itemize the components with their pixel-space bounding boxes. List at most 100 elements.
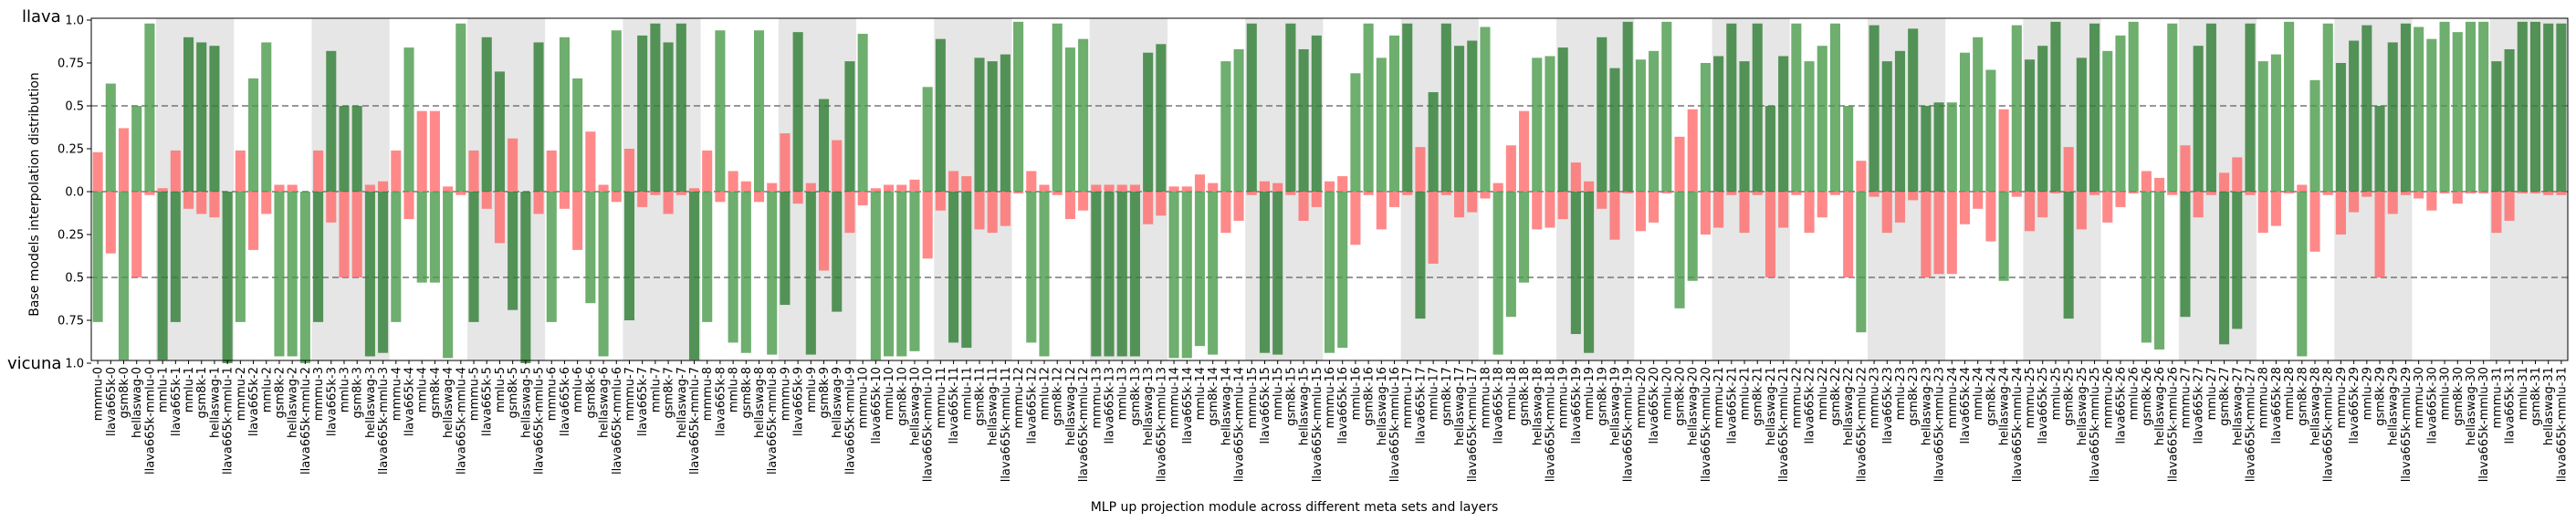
x-ticks: mmmu-0 llava665k-0 gsm8k-0 hellaswag-0 llava… — [92, 360, 2569, 482]
bar-vicuna-hellaswag-4 — [443, 192, 454, 359]
bar-llava-mmmu-24 — [1946, 102, 1957, 192]
bar-llava-hellaswag-29 — [2387, 42, 2398, 192]
x-tick-label: gsm8k-0 — [118, 367, 131, 418]
bar-llava-hellaswag-7 — [675, 23, 686, 193]
bar-vicuna-gsm8k-12 — [1052, 192, 1063, 195]
x-tick-label: gsm8k-31 — [2529, 367, 2543, 426]
bar-vicuna-llava665k-12 — [1026, 192, 1037, 343]
x-tick-label: llava665k-12 — [1025, 367, 1039, 444]
bar-llava-mmmu-30 — [2414, 26, 2424, 192]
bar-llava-llava665k-mmlu-22 — [1856, 161, 1867, 192]
bar-llava-gsm8k-29 — [2374, 106, 2385, 192]
x-tick-label: llava665k-mmlu-6 — [611, 367, 624, 475]
bar-llava-mmmu-7 — [623, 149, 635, 192]
bar-llava-gsm8k-28 — [2297, 184, 2308, 192]
x-tick-label: mmlu-5 — [494, 367, 508, 412]
bar-vicuna-gsm8k-3 — [351, 192, 362, 277]
x-tick-label: mmlu-2 — [260, 367, 274, 412]
bar-vicuna-llava665k-19 — [1570, 192, 1581, 335]
bar-vicuna-hellaswag-26 — [2154, 192, 2165, 350]
bar-vicuna-mmlu-23 — [1894, 192, 1906, 223]
bar-vicuna-llava665k-mmlu-2 — [299, 192, 310, 363]
bar-llava-mmlu-18 — [1505, 145, 1516, 192]
bar-vicuna-hellaswag-24 — [1998, 192, 2009, 281]
bar-llava-mmlu-6 — [572, 78, 583, 192]
bar-llava-gsm8k-10 — [896, 184, 907, 192]
bar-vicuna-llava665k-24 — [1959, 192, 1971, 224]
bar-vicuna-llava665k-26 — [2115, 192, 2126, 207]
bar-llava-mmlu-23 — [1894, 50, 1906, 193]
bar-llava-gsm8k-8 — [740, 181, 751, 192]
bar-vicuna-llava665k-mmlu-11 — [1000, 192, 1011, 226]
x-tick-label: mmmu-13 — [1090, 367, 1104, 428]
x-tick-label: mmmu-16 — [1324, 367, 1337, 428]
x-tick-label: mmmu-30 — [2413, 367, 2426, 428]
bar-llava-mmlu-13 — [1116, 184, 1127, 192]
bar-vicuna-llava665k-9 — [792, 192, 803, 204]
y-tick-label: 0.25 — [58, 229, 84, 243]
x-tick-label: hellaswag-10 — [908, 367, 922, 445]
x-tick-label: hellaswag-7 — [675, 367, 689, 438]
bar-llava-gsm8k-25 — [2063, 147, 2074, 192]
bar-llava-mmmu-4 — [391, 150, 402, 192]
x-tick-label: llava665k-mmlu-20 — [1700, 367, 1713, 482]
x-tick-label: mmlu-30 — [2439, 367, 2453, 420]
x-tick-label: llava665k-mmlu-11 — [1000, 367, 1013, 482]
bar-vicuna-hellaswag-2 — [287, 192, 298, 357]
bar-vicuna-llava665k-18 — [1492, 192, 1503, 355]
x-tick-label: gsm8k-16 — [1363, 367, 1377, 426]
bar-llava-llava665k-mmlu-25 — [2089, 23, 2100, 193]
x-tick-label: hellaswag-25 — [2076, 367, 2089, 445]
y-tick-label: 0.75 — [58, 57, 84, 71]
bar-llava-gsm8k-3 — [351, 106, 362, 192]
bar-llava-gsm8k-31 — [2529, 21, 2541, 192]
bar-vicuna-llava665k-14 — [1181, 192, 1192, 359]
layer-band-17 — [1400, 18, 1479, 360]
layer-bands — [156, 18, 2568, 360]
bar-llava-hellaswag-21 — [1764, 106, 1775, 192]
bar-llava-mmmu-0 — [92, 151, 103, 192]
bar-vicuna-hellaswag-18 — [1532, 192, 1543, 230]
bar-llava-gsm8k-18 — [1519, 110, 1530, 192]
x-tick-label: gsm8k-2 — [273, 367, 287, 418]
bar-vicuna-hellaswag-11 — [987, 192, 998, 234]
x-tick-label: hellaswag-28 — [2309, 367, 2323, 445]
bar-vicuna-llava665k-8 — [715, 192, 726, 203]
bar-llava-mmlu-10 — [884, 184, 895, 192]
bar-vicuna-hellaswag-6 — [598, 192, 609, 357]
bar-vicuna-llava665k-27 — [2193, 192, 2204, 218]
bar-vicuna-mmlu-30 — [2439, 192, 2450, 193]
bar-vicuna-mmmu-2 — [235, 192, 246, 322]
bar-llava-llava665k-mmlu-10 — [922, 87, 933, 192]
bar-llava-hellaswag-9 — [832, 140, 843, 192]
bar-llava-gsm8k-13 — [1129, 184, 1140, 192]
bar-llava-mmmu-26 — [2102, 50, 2113, 193]
x-tick-label: mmmu-26 — [2101, 367, 2115, 428]
x-tick-label: mmlu-18 — [1505, 367, 1519, 420]
bar-vicuna-llava665k-mmlu-19 — [1622, 192, 1633, 193]
bar-vicuna-llava665k-11 — [948, 192, 959, 343]
bar-llava-mmmu-12 — [1013, 21, 1024, 192]
y-tick-label: 0.75 — [58, 315, 84, 329]
x-tick-label: mmlu-23 — [1894, 367, 1908, 420]
x-tick-label: mmlu-22 — [1817, 367, 1830, 420]
x-tick-label: mmlu-7 — [649, 367, 663, 412]
x-tick-label: hellaswag-21 — [1764, 367, 1778, 445]
bar-vicuna-mmmu-17 — [1402, 192, 1413, 195]
bar-vicuna-mmlu-10 — [884, 192, 895, 357]
bar-llava-gsm8k-6 — [585, 131, 596, 192]
bar-vicuna-hellaswag-29 — [2387, 192, 2398, 214]
bar-llava-llava665k-30 — [2426, 38, 2437, 193]
bar-llava-mmlu-19 — [1584, 181, 1595, 192]
bar-llava-llava665k-mmlu-19 — [1622, 21, 1633, 192]
x-tick-label: llava665k-21 — [1725, 367, 1739, 444]
bar-llava-hellaswag-15 — [1298, 48, 1309, 193]
x-tick-label: hellaswag-2 — [287, 367, 300, 438]
bar-vicuna-mmlu-3 — [339, 192, 350, 277]
bar-vicuna-llava665k-mmlu-3 — [378, 192, 389, 353]
layer-band-9 — [778, 18, 857, 360]
bar-vicuna-mmmu-0 — [92, 192, 103, 322]
bar-llava-hellaswag-19 — [1609, 68, 1620, 192]
bar-llava-gsm8k-21 — [1752, 23, 1763, 193]
x-tick-label: mmmu-7 — [623, 367, 637, 421]
